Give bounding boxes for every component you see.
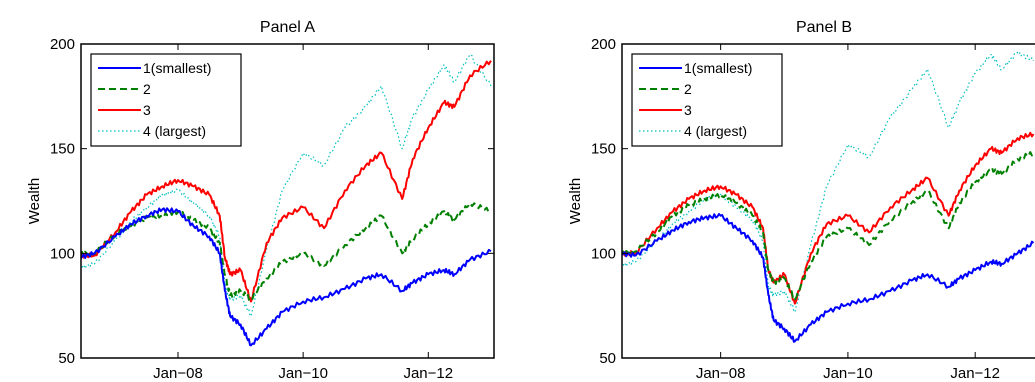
y-tick-label: 200: [591, 36, 616, 53]
series-line-3: [81, 60, 492, 303]
series-group: [622, 50, 1035, 343]
panel-b: Panel B 50 100 150 200 Jan−08 Jan−10 Jan−12 Weal…: [567, 19, 1035, 382]
y-axis-label: Wealth: [26, 178, 43, 224]
y-tick-label: 50: [58, 350, 75, 367]
series-line-1-smallest-: [622, 213, 1035, 343]
x-tick-label: Jan−10: [823, 365, 873, 382]
legend-label: 3: [143, 102, 151, 118]
legend-label: 4 (largest): [684, 123, 747, 139]
y-tick-label: 100: [591, 245, 616, 262]
panel-title: Panel B: [796, 19, 852, 36]
legend-label: 1(smallest): [684, 60, 752, 76]
series-line-2: [622, 151, 1035, 301]
x-tick-label: Jan−12: [950, 365, 1000, 382]
legend-label: 2: [143, 81, 151, 97]
axes-box: [621, 43, 1035, 359]
x-tick-label: Jan−08: [696, 365, 746, 382]
series-line-3: [622, 131, 1035, 305]
series-line-1-smallest-: [81, 207, 492, 347]
series-group: [81, 53, 492, 347]
legend-label: 1(smallest): [143, 60, 211, 76]
legend-box: [631, 53, 783, 147]
y-tick-label: 150: [591, 141, 616, 158]
legend: 1(smallest) 2 3 4 (largest): [90, 53, 242, 147]
legend-label: 4 (largest): [143, 123, 206, 139]
y-tick-label: 200: [50, 36, 75, 53]
x-tick-label: Jan−10: [278, 365, 328, 382]
y-tick-label: 50: [599, 350, 616, 367]
panel-a: Panel A 50 100 150 200 Jan−08 Jan−10 Jan−12 Weal…: [26, 19, 495, 382]
legend-label: 3: [684, 102, 692, 118]
legend: 1(smallest) 2 3 4 (largest): [631, 53, 783, 147]
legend-box: [90, 53, 242, 147]
axes-box: [80, 43, 495, 359]
x-tick-label: Jan−12: [403, 365, 453, 382]
y-tick-label: 100: [50, 245, 75, 262]
x-tick-label: Jan−08: [153, 365, 203, 382]
y-tick-label: 150: [50, 141, 75, 158]
legend-label: 2: [684, 81, 692, 97]
panel-title: Panel A: [260, 19, 315, 36]
y-axis-label: Wealth: [567, 178, 584, 224]
series-line-2: [81, 202, 492, 301]
series-line-4-largest-: [81, 53, 492, 317]
